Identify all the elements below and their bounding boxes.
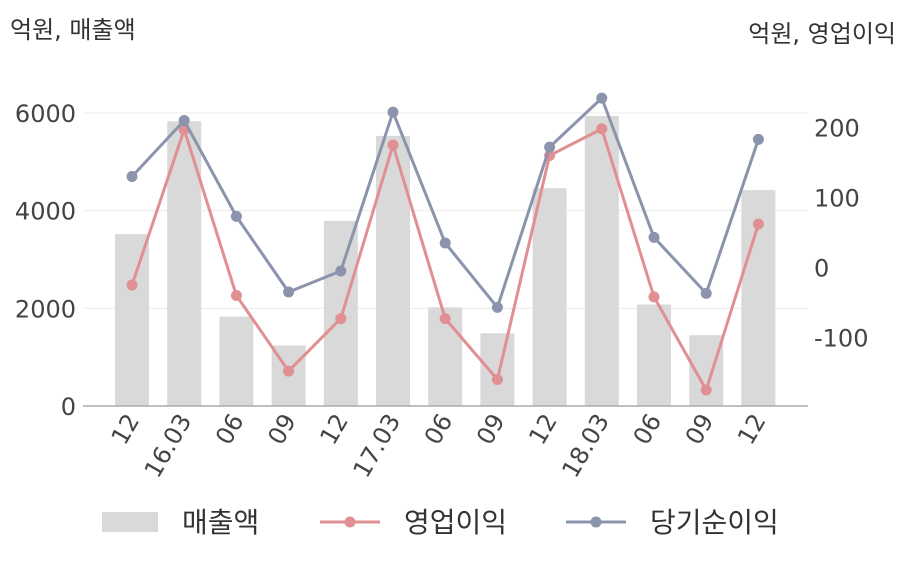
x-tick-label: 09 <box>471 409 511 449</box>
legend-label: 영업이익 <box>404 506 507 539</box>
right-y-tick-label: 200 <box>814 115 860 143</box>
series-2-point <box>752 133 764 145</box>
left-axis-unit-label: 억원, 매출액 <box>10 16 136 44</box>
legend-swatch-marker-1 <box>344 516 356 528</box>
legend-swatch-bar <box>102 512 158 532</box>
x-tick-label: 12 <box>732 409 772 449</box>
series-1-point <box>230 290 242 301</box>
series-2-point <box>126 171 138 182</box>
series-2-point <box>648 231 660 243</box>
right-y-tick-label: -100 <box>814 325 868 353</box>
left-y-tick-label: 4000 <box>15 198 76 226</box>
x-tick-label: 09 <box>262 409 302 449</box>
series-1-point <box>387 139 399 151</box>
x-tick-label: 06 <box>419 409 459 449</box>
legend-swatch-marker-2 <box>590 516 602 528</box>
x-tick-label: 09 <box>680 409 720 449</box>
series-2-point <box>439 237 451 249</box>
series-1-point <box>752 218 764 230</box>
right-axis-unit-label: 억원, 영업이익 <box>748 20 896 48</box>
series-1-point <box>439 313 451 325</box>
left-y-tick-label: 2000 <box>15 295 76 323</box>
series-2-point <box>178 115 190 126</box>
series-2-point <box>387 106 399 118</box>
series-1-point <box>596 123 608 135</box>
left-y-tick-label: 6000 <box>15 100 76 128</box>
series-line-2 <box>130 96 760 309</box>
bar-17.03 <box>376 135 410 406</box>
left-y-tick-label: 0 <box>61 393 76 421</box>
bar-18.03 <box>584 115 619 407</box>
line-series <box>126 92 764 396</box>
series-2-point <box>283 286 295 298</box>
x-tick-label: 06 <box>210 409 250 449</box>
left-y-axis-ticks: 0 2000 4000 6000 <box>15 100 76 421</box>
series-1-point <box>283 365 295 377</box>
bar-06 <box>219 316 254 406</box>
bar-12 <box>115 234 149 406</box>
right-y-axis-ticks: -100 0 100 200 <box>814 115 868 353</box>
x-tick-label: 12 <box>314 409 354 449</box>
bar-06 <box>637 304 671 406</box>
bar-09 <box>480 333 515 406</box>
series-2-point <box>596 92 608 104</box>
series-2-point <box>335 265 347 277</box>
legend-label: 당기순이익 <box>650 506 779 539</box>
x-tick-label: 18.03 <box>556 409 615 483</box>
x-tick-label: 12 <box>523 409 563 449</box>
x-tick-label: 16.03 <box>139 409 198 483</box>
bar-12 <box>532 188 567 406</box>
series-2-point <box>700 287 712 299</box>
right-y-tick-label: 0 <box>814 255 829 283</box>
legend-label: 매출액 <box>182 506 259 539</box>
series-1-point <box>491 374 503 385</box>
series-1-point <box>700 384 712 396</box>
x-tick-label: 12 <box>106 409 146 449</box>
series-1-point <box>335 313 347 325</box>
series-2-point <box>230 210 242 222</box>
right-y-tick-label: 100 <box>814 185 860 213</box>
x-tick-label: 17.03 <box>348 409 407 483</box>
series-2-point <box>544 141 556 153</box>
series-2-point <box>491 301 503 313</box>
legend: 매출액 영업이익 당기순이익 <box>102 506 779 539</box>
series-1-point <box>126 279 138 291</box>
x-tick-label: 06 <box>628 409 668 449</box>
series-1-point <box>648 291 660 303</box>
